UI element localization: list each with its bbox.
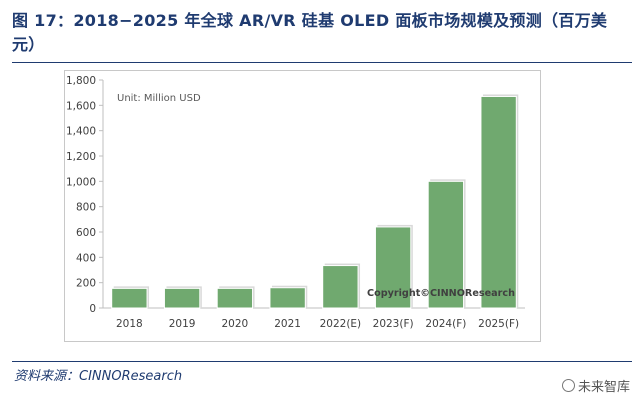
figure-title: 图 17：2018−2025 年全球 AR/VR 硅基 OLED 面板市场规模及…: [12, 11, 608, 54]
x-tick-label: 2021: [274, 318, 301, 330]
y-tick-label: 1,400: [66, 126, 96, 138]
y-axis-ticks: 0 200 400 600 800 1,000 1,200 1,400 1,600 1,800: [66, 75, 103, 315]
y-tick-label: 800: [76, 202, 96, 214]
y-tick-label: 1,000: [66, 176, 96, 188]
bar-2020: [216, 287, 254, 309]
brand-mark: 未来智库: [561, 376, 630, 395]
bar-2018: [111, 287, 148, 309]
y-tick-label: 1,800: [66, 75, 96, 87]
x-tick-label: 2020: [222, 318, 249, 330]
bar-2022(E): [322, 265, 359, 309]
x-tick-label: 2018: [116, 318, 143, 330]
bar-2021: [269, 287, 306, 309]
y-tick-label: 1,200: [66, 151, 96, 163]
y-tick-label: 200: [76, 278, 96, 290]
bar-2023(F): [374, 226, 412, 309]
x-tick-label: 2019: [169, 318, 196, 330]
y-tick-label: 400: [76, 252, 96, 264]
unit-label: Unit: Million USD: [117, 93, 201, 104]
x-tick-label: 2023(F): [373, 318, 414, 330]
bar-series: [111, 94, 519, 309]
x-tick-label: 2024(F): [425, 318, 466, 330]
source-divider: [12, 361, 632, 362]
bar-2025(F): [480, 95, 517, 309]
source-note: 资料来源：CINNOResearch: [14, 369, 183, 384]
brand-logo-icon: [561, 379, 575, 392]
bar-2019: [163, 287, 201, 309]
title-divider: [12, 62, 632, 63]
x-tick-label: 2025(F): [478, 318, 519, 330]
bar-2024(F): [427, 180, 465, 309]
copyright-watermark: Copyright©CINNOResearch: [367, 288, 515, 299]
y-tick-label: 600: [76, 227, 96, 239]
brand-name: 未来智库: [577, 380, 630, 395]
x-tick-label: 2022(E): [320, 318, 362, 330]
y-tick-label: 1,600: [66, 100, 96, 112]
y-tick-label: 0: [89, 303, 96, 315]
x-axis-ticks: 2018 2019 2020 2021 2022(E) 2023(F) 2024(F) 202…: [116, 318, 519, 330]
